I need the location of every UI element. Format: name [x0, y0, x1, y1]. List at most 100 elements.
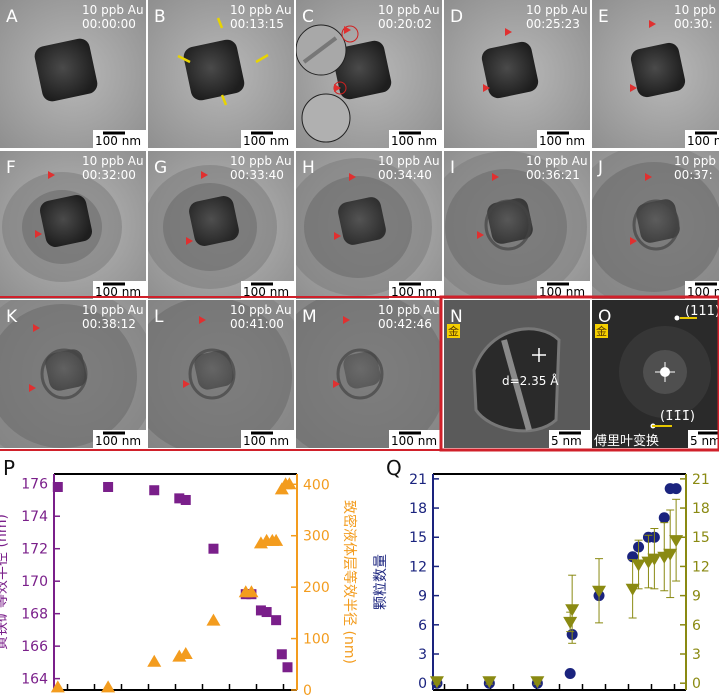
concentration-label: 10 ppb Au [674, 154, 719, 168]
yellow-arrow [220, 94, 228, 106]
timestamp-label: 00:32:00 [82, 168, 136, 182]
fft-spot-111 [674, 315, 680, 321]
scale-bar-label: 100 nm [243, 434, 289, 448]
concentration-label: 10 ppb Au [230, 154, 292, 168]
red-arrow [199, 316, 206, 324]
d-spacing-label: d=2.35 Å [502, 373, 559, 388]
panel-letter: L [154, 307, 164, 327]
concentration-label: 10 ppb Au [82, 3, 144, 17]
data-point-triangle-down [669, 535, 684, 548]
panel-letter: F [6, 158, 16, 178]
scale-bar-label: 100 nm [391, 285, 437, 299]
red-arrow [48, 171, 55, 179]
data-point-circle [593, 590, 605, 602]
data-point-square [174, 493, 185, 504]
concentration-label: 10 ppb Au [82, 154, 144, 168]
y-tick-label: 170 [21, 574, 48, 590]
pyrite-particle [481, 41, 539, 99]
red-arrow [649, 20, 656, 28]
particle-rim [40, 348, 88, 400]
data-point-triangle-down [530, 676, 545, 689]
panel-letter: E [598, 7, 609, 27]
timestamp-label: 00:37: [674, 168, 713, 182]
data-point-triangle [265, 533, 280, 546]
data-point-square [276, 649, 287, 660]
data-point-square [208, 543, 219, 554]
pyrite-particle [630, 42, 686, 98]
data-point-square [149, 485, 160, 496]
red-arrow [183, 380, 190, 388]
scale-bar-label: 100 nm [95, 285, 141, 299]
red-arrow [334, 84, 341, 92]
red-arrow [35, 230, 42, 238]
red-arrow [186, 237, 193, 245]
chart-q: Q 036912151821036912151821颗粒数量颗粒数量 [373, 456, 710, 692]
pyrite-particle [45, 349, 87, 391]
tem-panel-content: d=2.35 Å 金N 5 nm [444, 300, 590, 448]
yellow-arrow [177, 54, 191, 64]
y-tick-label: 164 [21, 672, 48, 688]
data-point-square [271, 615, 282, 626]
y-tick-label: 12 [409, 559, 427, 575]
scale-bar-label: 100 nm [391, 134, 437, 148]
pyrite-particle [332, 40, 392, 100]
y2-tick-label: 300 [303, 529, 330, 545]
y-tick-label: 176 [21, 477, 48, 493]
data-point-triangle [238, 585, 253, 598]
data-point-square [180, 494, 191, 505]
timestamp-label: 00:41:00 [230, 317, 284, 331]
scale-bar-label: 5 nm [690, 434, 719, 448]
red-arrow [645, 173, 652, 181]
pyrite-particle [183, 39, 245, 101]
y-tick-label: 174 [21, 509, 48, 525]
y-axis-title: 黄铁矿等效半径 (nm) [0, 514, 10, 650]
y2-tick-label: 0 [303, 683, 312, 695]
scale-bar-label: 100 nm [687, 134, 719, 148]
twin-boundary [501, 339, 532, 431]
pyrite-particle [636, 199, 680, 243]
fft-caption: 傅里叶变换 [594, 433, 659, 449]
data-point-triangle [101, 680, 116, 693]
scale-bar-label: 100 nm [243, 285, 289, 299]
y-tick-label: 3 [418, 647, 427, 663]
red-arrow [201, 171, 208, 179]
particle-rim [336, 348, 384, 400]
concentration-label: 10 ppb Au [674, 3, 719, 17]
panel-letter: M [302, 307, 317, 327]
concentration-label: 10 ppb Au [526, 3, 588, 17]
panel-letter: D [450, 7, 463, 27]
y-tick-label: 15 [409, 530, 427, 546]
data-point-triangle [269, 533, 284, 546]
data-point-triangle [278, 477, 293, 490]
timestamp-label: 00:13:15 [230, 17, 284, 31]
scale-bar-label: 100 nm [391, 434, 437, 448]
panel-letter: I [450, 158, 455, 178]
data-point-triangle-down [482, 676, 497, 689]
y2-tick-label: 3 [692, 647, 701, 663]
data-point-triangle-down [625, 583, 640, 596]
tem-panel-o: (111) (1̄1̄1̄)傅里叶变换 金O 5 nm [592, 300, 719, 449]
pyrite-particle [189, 196, 239, 246]
red-arrow [349, 173, 356, 181]
y2-tick-label: 15 [692, 530, 710, 546]
panel-letter: A [6, 7, 18, 27]
data-point-circle [564, 667, 576, 679]
timestamp-label: 00:42:46 [378, 317, 432, 331]
scale-bar-label: 100 nm [95, 434, 141, 448]
data-point-triangle-down [641, 556, 656, 569]
timestamp-label: 00:30: [674, 17, 713, 31]
data-point-triangle-down [631, 559, 646, 572]
y-tick-label: 6 [418, 618, 427, 634]
